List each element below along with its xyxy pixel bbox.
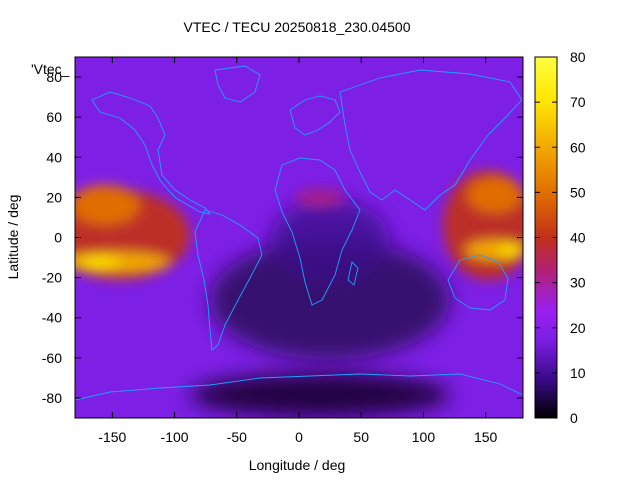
colorbar-tick-label: 70 — [570, 94, 586, 110]
colorbar-tick-label: 0 — [570, 410, 578, 426]
equatorial-anomaly-pacific-west-north — [75, 185, 140, 225]
x-tick-label: 100 — [412, 429, 436, 445]
x-tick-label: -100 — [161, 429, 189, 445]
colorbar-tick-label: 50 — [570, 184, 586, 200]
equatorial-anomaly-pacific-west-peak — [80, 257, 120, 267]
x-tick-label: 150 — [474, 429, 498, 445]
heatmap-plot-area — [75, 57, 523, 418]
north-america-outline — [91, 91, 212, 215]
x-tick-label: -150 — [98, 429, 126, 445]
x-tick-label: 50 — [353, 429, 369, 445]
x-tick-label: 0 — [295, 429, 303, 445]
africa-outline — [274, 157, 361, 306]
chart-title: VTEC / TECU 20250818_230.04500 — [183, 19, 410, 35]
y-tick-label: 60 — [46, 109, 62, 125]
x-tick-label: -50 — [227, 429, 247, 445]
y-axis: -80 -60 -40 -20 0 20 40 60 80 — [42, 69, 523, 406]
antarctica-outline — [75, 373, 523, 418]
y-tick-label: 20 — [46, 189, 62, 205]
colorbar-tick-label: 80 — [570, 49, 586, 65]
colorbar-tick-label: 30 — [570, 275, 586, 291]
y-tick-label: -60 — [42, 350, 62, 366]
y-tick-label: -20 — [42, 270, 62, 286]
y-tick-label: 0 — [54, 230, 62, 246]
colorbar-tick-label: 10 — [570, 365, 586, 381]
y-axis-label: Latitude / deg — [5, 195, 21, 280]
asia-outline — [339, 69, 523, 211]
australia-outline — [447, 254, 509, 311]
europe-outline — [289, 95, 341, 136]
y-tick-label: 80 — [46, 69, 62, 85]
colorbar-tick-label: 20 — [570, 320, 586, 336]
colorbar-tick-label: 60 — [570, 139, 586, 155]
madagascar-outline — [347, 261, 359, 286]
legend-entry: 'Vtec_ — [31, 61, 70, 77]
y-tick-label: -40 — [42, 310, 62, 326]
south-america-outline — [194, 209, 263, 351]
greenland-outline — [214, 65, 261, 103]
south-atlantic-low — [210, 240, 450, 360]
y-tick-label: -80 — [42, 390, 62, 406]
antarctic-low — [190, 373, 450, 417]
low-tec-regions — [190, 200, 450, 417]
x-axis: -150 -100 -50 0 50 100 150 — [98, 57, 498, 445]
coastlines — [75, 65, 523, 418]
equatorial-anomaly-pacific-west-crest — [75, 252, 170, 272]
colorbar-ticks: 0 10 20 30 40 50 60 70 80 — [535, 49, 586, 426]
colorbar-tick-label: 40 — [570, 230, 586, 246]
high-tec-regions — [75, 170, 523, 280]
x-axis-label: Longitude / deg — [249, 457, 346, 473]
y-tick-label: 40 — [46, 149, 62, 165]
africa-low — [270, 200, 390, 280]
equatorial-anomaly-east-north — [467, 177, 523, 213]
india-moderate — [295, 188, 345, 208]
equatorial-anomaly-east-peak — [498, 245, 522, 255]
